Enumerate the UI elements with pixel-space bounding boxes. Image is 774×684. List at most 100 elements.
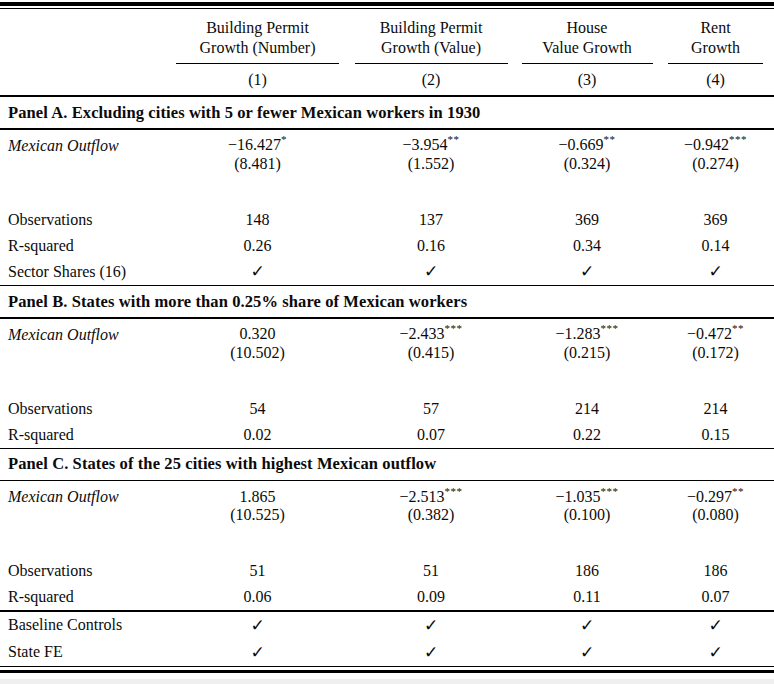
coefficient-cell: −2.513*** xyxy=(345,486,517,506)
baseline-controls-row: Baseline Controls ✓ ✓ ✓ ✓ xyxy=(0,612,774,639)
column-header-2: Building Permit Growth (Value) xyxy=(345,18,517,64)
stat-value: 369 xyxy=(517,211,657,229)
coefficient-cell: −1.283*** xyxy=(517,323,657,343)
checkmark-icon: ✓ xyxy=(517,615,657,636)
coefficient-cell: −0.669** xyxy=(517,134,657,154)
column-header-3: House Value Growth xyxy=(517,18,657,64)
checkmark-icon: ✓ xyxy=(517,642,657,663)
column-header-line: Rent xyxy=(657,18,774,38)
stat-value: 369 xyxy=(657,211,774,229)
checkmark-icon: ✓ xyxy=(170,615,345,636)
panel-c-coefficient-row: Mexican Outflow 1.865 −2.513*** −1.035**… xyxy=(0,481,774,506)
checkmark-icon: ✓ xyxy=(517,261,657,282)
stat-value: 0.16 xyxy=(345,237,517,255)
coefficient-cell: −0.472** xyxy=(657,323,774,343)
column-number: (4) xyxy=(657,71,774,89)
column-underline xyxy=(668,63,763,64)
coefficient-label: Mexican Outflow xyxy=(0,137,170,155)
stat-value: 0.14 xyxy=(657,237,774,255)
panel-b-title: Panel B. States with more than 0.25% sha… xyxy=(0,292,467,312)
significance-stars: *** xyxy=(601,322,619,334)
stat-value: 54 xyxy=(170,400,345,418)
page-edge-strip xyxy=(0,679,774,684)
checkmark-icon: ✓ xyxy=(657,615,774,636)
stat-value: 0.15 xyxy=(657,426,774,444)
panel-c-title: Panel C. States of the 25 cities with hi… xyxy=(0,454,436,474)
significance-stars: ** xyxy=(732,485,744,497)
standard-error-cell: (0.080) xyxy=(657,506,774,524)
stat-value: 214 xyxy=(657,400,774,418)
column-header-1: Building Permit Growth (Number) xyxy=(170,18,345,64)
stat-label: Observations xyxy=(0,400,170,418)
coefficient-cell: −0.297** xyxy=(657,486,774,506)
standard-error-cell: (0.274) xyxy=(657,155,774,173)
stat-label: State FE xyxy=(0,643,170,661)
panel-c-rsquared-row: R-squared 0.06 0.09 0.11 0.07 xyxy=(0,584,774,610)
panel-b-observations-row: Observations 54 57 214 214 xyxy=(0,396,774,422)
stat-value: 0.07 xyxy=(345,426,517,444)
coefficient-cell: 1.865 xyxy=(170,486,345,506)
coefficient-label: Mexican Outflow xyxy=(0,488,170,506)
panel-b-se-row: (10.502) (0.415) (0.215) (0.172) xyxy=(0,344,774,369)
significance-stars: *** xyxy=(729,133,747,145)
stat-label: R-squared xyxy=(0,588,170,606)
panel-a-sector-shares-row: Sector Shares (16) ✓ ✓ ✓ ✓ xyxy=(0,259,774,285)
stat-value: 137 xyxy=(345,211,517,229)
column-underline xyxy=(176,63,339,64)
significance-stars: ** xyxy=(604,133,616,145)
stat-value: 0.02 xyxy=(170,426,345,444)
stat-value: 0.22 xyxy=(517,426,657,444)
stat-value: 186 xyxy=(657,562,774,580)
column-number: (1) xyxy=(170,71,345,89)
significance-stars: ** xyxy=(732,322,744,334)
stat-label: R-squared xyxy=(0,426,170,444)
standard-error-cell: (10.502) xyxy=(170,344,345,362)
coefficient-cell: 0.320 xyxy=(170,323,345,343)
stat-label: Sector Shares (16) xyxy=(0,263,170,281)
stat-value: 51 xyxy=(170,562,345,580)
significance-stars: ** xyxy=(448,133,460,145)
significance-stars: *** xyxy=(445,485,463,497)
panel-b-coefficient-row: Mexican Outflow 0.320 −2.433*** −1.283**… xyxy=(0,319,774,344)
significance-stars: *** xyxy=(601,485,619,497)
coefficient-cell: −16.427* xyxy=(170,134,345,154)
column-number: (2) xyxy=(345,71,517,89)
column-header-line: Value Growth xyxy=(517,38,657,58)
stat-value: 0.07 xyxy=(657,588,774,606)
column-number-row: (1) (2) (3) (4) xyxy=(0,64,774,95)
state-fe-row: State FE ✓ ✓ ✓ ✓ xyxy=(0,639,774,666)
column-header-line: Growth xyxy=(657,38,774,58)
panel-c-se-row: (10.525) (0.382) (0.100) (0.080) xyxy=(0,506,774,531)
stat-value: 57 xyxy=(345,400,517,418)
panel-b-title-row: Panel B. States with more than 0.25% sha… xyxy=(0,286,774,317)
coefficient-label: Mexican Outflow xyxy=(0,326,170,344)
stat-value: 0.34 xyxy=(517,237,657,255)
stat-value: 214 xyxy=(517,400,657,418)
checkmark-icon: ✓ xyxy=(170,261,345,282)
coefficient-cell: −3.954** xyxy=(345,134,517,154)
coefficient-cell: −1.035*** xyxy=(517,486,657,506)
stat-value: 0.06 xyxy=(170,588,345,606)
panel-c-title-row: Panel C. States of the 25 cities with hi… xyxy=(0,449,774,480)
column-header-line: Growth (Number) xyxy=(170,38,345,58)
column-number: (3) xyxy=(517,71,657,89)
panel-a-observations-row: Observations 148 137 369 369 xyxy=(0,207,774,233)
stat-value: 51 xyxy=(345,562,517,580)
regression-table: Building Permit Growth (Number) Building… xyxy=(0,0,774,684)
bottom-rule-thick xyxy=(0,670,774,674)
standard-error-cell: (0.172) xyxy=(657,344,774,362)
standard-error-cell: (0.324) xyxy=(517,155,657,173)
standard-error-cell: (0.382) xyxy=(345,506,517,524)
blank-row xyxy=(0,180,774,207)
panel-a-coefficient-row: Mexican Outflow −16.427* −3.954** −0.669… xyxy=(0,130,774,155)
checkmark-icon: ✓ xyxy=(657,261,774,282)
blank-row xyxy=(0,369,774,396)
standard-error-cell: (0.415) xyxy=(345,344,517,362)
standard-error-cell: (10.525) xyxy=(170,506,345,524)
significance-stars: *** xyxy=(445,322,463,334)
column-header-line: House xyxy=(517,18,657,38)
stat-label: R-squared xyxy=(0,237,170,255)
stat-value: 0.26 xyxy=(170,237,345,255)
standard-error-cell: (0.100) xyxy=(517,506,657,524)
panel-a-title-row: Panel A. Excluding cities with 5 or fewe… xyxy=(0,97,774,128)
